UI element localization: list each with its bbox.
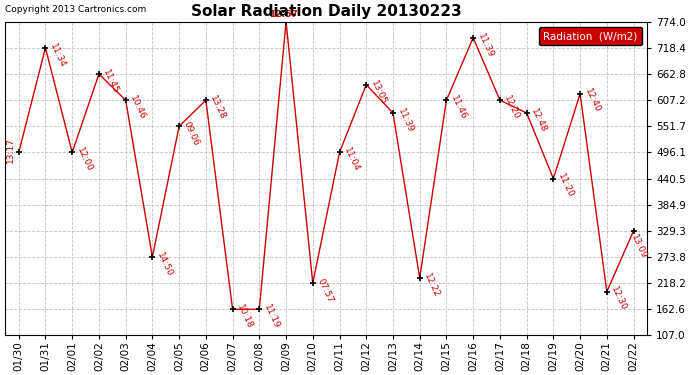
Text: 12:48: 12:48 bbox=[529, 107, 549, 134]
Text: 11:45: 11:45 bbox=[101, 68, 121, 95]
Text: 12:40: 12:40 bbox=[583, 87, 602, 114]
Text: 10:46: 10:46 bbox=[128, 94, 148, 121]
Text: 11:39: 11:39 bbox=[476, 32, 495, 59]
Text: 13:28: 13:28 bbox=[208, 94, 228, 121]
Text: 11:20: 11:20 bbox=[556, 172, 575, 200]
Text: 12:22: 12:22 bbox=[422, 272, 442, 299]
Text: 11:39: 11:39 bbox=[395, 107, 415, 134]
Text: 13:05: 13:05 bbox=[369, 79, 388, 106]
Title: Solar Radiation Daily 20130223: Solar Radiation Daily 20130223 bbox=[190, 4, 462, 19]
Text: 12:30: 12:30 bbox=[609, 285, 629, 313]
Legend: Radiation  (W/m2): Radiation (W/m2) bbox=[539, 27, 642, 45]
Text: 09:06: 09:06 bbox=[181, 120, 201, 147]
Text: 11:46: 11:46 bbox=[449, 94, 468, 121]
Text: 10:18: 10:18 bbox=[235, 303, 255, 330]
Text: 14:50: 14:50 bbox=[155, 251, 174, 278]
Text: 12:57: 12:57 bbox=[269, 10, 298, 20]
Text: 13:17: 13:17 bbox=[6, 137, 14, 163]
Text: 07:57: 07:57 bbox=[315, 277, 335, 304]
Text: 11:19: 11:19 bbox=[262, 303, 281, 330]
Text: 11:34: 11:34 bbox=[48, 42, 67, 69]
Text: 11:04: 11:04 bbox=[342, 146, 362, 173]
Text: 12:20: 12:20 bbox=[502, 94, 522, 121]
Text: Copyright 2013 Cartronics.com: Copyright 2013 Cartronics.com bbox=[6, 6, 146, 15]
Text: 12:00: 12:00 bbox=[75, 146, 94, 173]
Text: 13:09: 13:09 bbox=[629, 233, 649, 261]
